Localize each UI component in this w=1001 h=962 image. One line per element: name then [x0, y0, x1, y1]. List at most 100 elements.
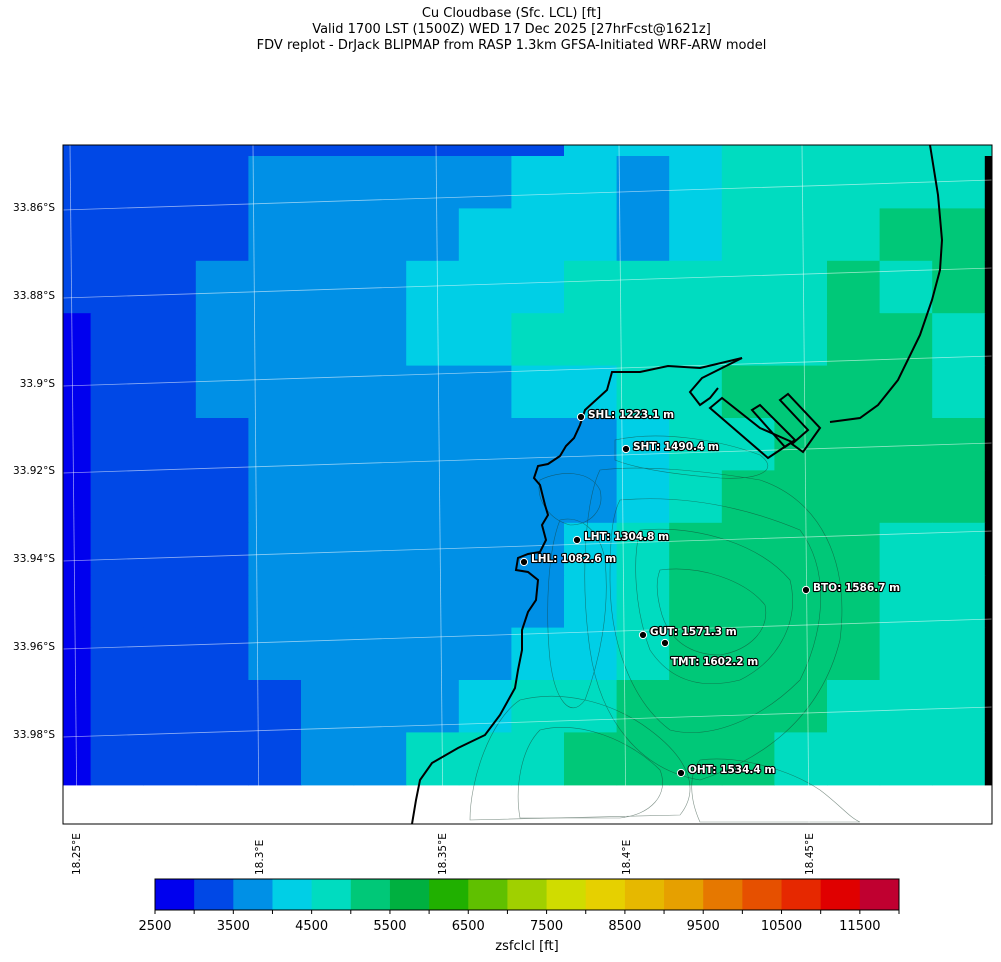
- heatmap-cell: [143, 732, 197, 786]
- heatmap-cell: [143, 680, 197, 733]
- heatmap-cell: [879, 418, 933, 471]
- heatmap-cell: [564, 680, 618, 733]
- heatmap-cell: [669, 470, 723, 524]
- heatmap-cell: [90, 145, 144, 157]
- heatmap-cell: [879, 575, 933, 629]
- heatmap-cell: [511, 470, 565, 524]
- colorbar-tick-label: 3500: [217, 919, 250, 934]
- heatmap-cell: [827, 470, 881, 524]
- heatmap-cell: [248, 365, 302, 419]
- heatmap-cell: [353, 208, 407, 262]
- heatmap-cell: [143, 208, 197, 262]
- heatmap-cell: [406, 470, 460, 524]
- heatmap-cell: [511, 260, 565, 314]
- heatmap-cell: [564, 313, 618, 367]
- station-label: GUT: 1571.3 m: [650, 626, 737, 638]
- heatmap-cell: [143, 156, 197, 209]
- heatmap-cell: [301, 732, 355, 786]
- heatmap-cell: [669, 627, 723, 681]
- station-label: OHT: 1534.4 m: [688, 764, 775, 776]
- station-label: SHT: 1490.4 m: [633, 441, 719, 453]
- heatmap-cell: [774, 732, 828, 786]
- plot-frame: [62, 144, 993, 825]
- heatmap-cell: [143, 575, 197, 629]
- heatmap-cell: [195, 732, 249, 786]
- heatmap-cell: [721, 208, 775, 262]
- heatmap-cell: [564, 732, 618, 786]
- colorbar-segment: [155, 879, 195, 910]
- colorbar-segment: [233, 879, 273, 910]
- lat-tick-label: 33.96°S: [13, 641, 55, 653]
- station-marker: [660, 638, 670, 648]
- colorbar-tick-label: 4500: [295, 919, 328, 934]
- heatmap-cell: [248, 418, 302, 471]
- heatmap-cell: [458, 470, 512, 524]
- terrain-contour: [517, 727, 663, 819]
- heatmap-cell: [984, 208, 992, 262]
- heatmap-cell: [984, 575, 992, 629]
- heatmap-cell: [879, 732, 933, 786]
- heatmap-cell: [63, 418, 92, 471]
- heatmap-cell: [827, 156, 881, 209]
- colorbar-tick-label: 7500: [530, 919, 563, 934]
- heatmap-cell: [90, 313, 144, 367]
- heatmap-cell: [774, 522, 828, 576]
- heatmap-cell: [353, 145, 407, 157]
- heatmap-cell: [616, 260, 670, 314]
- heatmap-cell: [63, 680, 92, 733]
- lat-tick-label: 33.94°S: [13, 553, 55, 565]
- heatmap-cell: [721, 522, 775, 576]
- heatmap-cell: [721, 145, 775, 157]
- heatmap-cell: [669, 260, 723, 314]
- heatmap-cell: [195, 522, 249, 576]
- station-label: BTO: 1586.7 m: [813, 582, 900, 594]
- heatmap-cell: [458, 365, 512, 419]
- station-marker: [576, 412, 586, 422]
- heatmap-cell: [301, 522, 355, 576]
- heatmap-cell: [248, 627, 302, 681]
- heatmap-cell: [511, 418, 565, 471]
- heatmap-cell: [984, 522, 992, 576]
- heatmap-cell: [248, 313, 302, 367]
- heatmap-cell: [90, 522, 144, 576]
- station-marker: [572, 535, 582, 545]
- heatmap-cell: [616, 575, 670, 629]
- colorbar-tick-label: 8500: [608, 919, 641, 934]
- heatmap-cell: [406, 156, 460, 209]
- heatmap-cell: [301, 208, 355, 262]
- harbour-breakwater: [708, 396, 795, 460]
- lon-tick-label: 18.45°E: [804, 833, 816, 875]
- terrain-contour: [691, 758, 861, 823]
- heatmap-cell: [774, 145, 828, 157]
- heatmap-cell: [195, 156, 249, 209]
- colorbar-segment: [389, 879, 430, 910]
- heatmap-cell: [90, 260, 144, 314]
- heatmap-cell: [143, 260, 197, 314]
- heatmap-cell: [984, 627, 992, 681]
- heatmap-cell: [458, 145, 512, 157]
- heatmap-cell: [248, 208, 302, 262]
- chart-title: Cu Cloudbase (Sfc. LCL) [ft] Valid 1700 …: [0, 6, 1001, 54]
- heatmap-cell: [406, 260, 460, 314]
- heatmap-cell: [458, 522, 512, 576]
- colorbar-segment: [350, 879, 391, 910]
- heatmap-cell: [143, 470, 197, 524]
- heatmap-cell: [984, 680, 992, 733]
- heatmap-cell: [143, 313, 197, 367]
- heatmap-cell: [301, 260, 355, 314]
- heatmap-cell: [248, 145, 302, 157]
- colorbar: 2500 3500 4500 5500 6500 7500 8500 9500 10500 115…: [138, 878, 900, 934]
- heatmap-cell: [827, 732, 881, 786]
- heatmap-cell: [827, 575, 881, 629]
- heatmap-cell: [669, 208, 723, 262]
- terrain-contour: [609, 498, 821, 733]
- heatmap-cell: [90, 680, 144, 733]
- colorbar-label: zsfclcl [ft]: [495, 939, 558, 954]
- colorbar-tick-label: 5500: [373, 919, 406, 934]
- heatmap-cell: [406, 208, 460, 262]
- heatmap-cell: [932, 680, 986, 733]
- station-label: TMT: 1602.2 m: [671, 656, 758, 668]
- heatmap-cell: [143, 145, 197, 157]
- heatmap-cell: [721, 680, 775, 733]
- colorbar-segment: [742, 879, 783, 910]
